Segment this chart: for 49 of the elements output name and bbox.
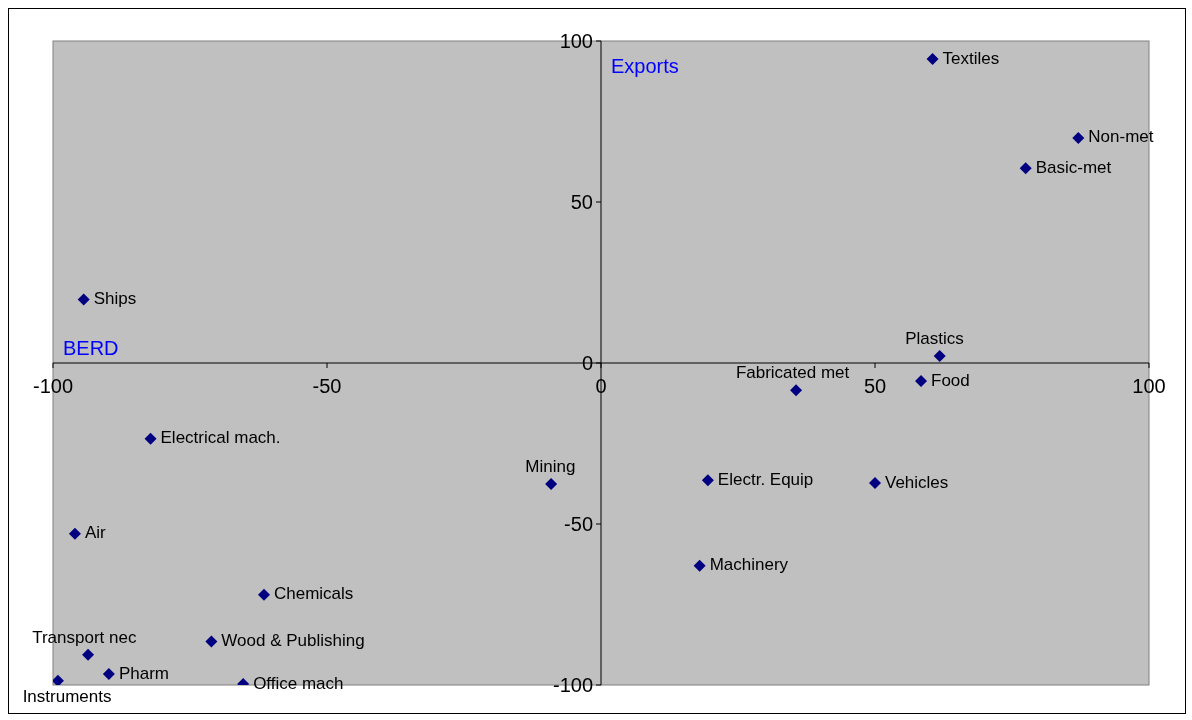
- annotation: Electr. Equip: [717, 469, 814, 489]
- point: [102, 668, 115, 681]
- annotation: Ships: [93, 289, 137, 309]
- annotation: Wood & Publishing: [221, 631, 365, 651]
- annotation: Non-met: [1088, 127, 1154, 147]
- point: [68, 527, 81, 540]
- point: [82, 648, 95, 661]
- point: [915, 375, 928, 388]
- annotation: Plastics: [905, 328, 964, 348]
- y-axis-title: Exports: [611, 55, 679, 77]
- point: [701, 474, 714, 487]
- point: [1072, 131, 1085, 144]
- x-tick-label: -100: [32, 375, 74, 397]
- x-tick-label: -50: [312, 375, 342, 397]
- point: [869, 477, 881, 490]
- annotation: Basic-met: [1035, 157, 1112, 177]
- annotation: Chemicals: [273, 584, 354, 604]
- point: [926, 53, 939, 66]
- annotation: Office mach: [253, 673, 344, 693]
- annotation: Fabricated met: [735, 363, 850, 383]
- point: [933, 349, 946, 362]
- point: [53, 674, 64, 685]
- y-tick-label: -50: [564, 513, 593, 535]
- y-tick-label: 100: [559, 30, 593, 52]
- x-tick-label: 50: [863, 375, 887, 397]
- point: [545, 478, 558, 491]
- annotation: Vehicles: [885, 472, 949, 492]
- annotation: Food: [931, 370, 970, 390]
- annotation: Electrical mach.: [160, 428, 281, 448]
- point: [144, 432, 157, 445]
- y-tick-label: 0: [581, 352, 593, 374]
- x-tick-label: 100: [1132, 375, 1166, 397]
- x-axis-title: BERD: [63, 337, 119, 359]
- point: [257, 588, 270, 601]
- point: [205, 635, 218, 648]
- point: [1019, 162, 1032, 175]
- y-tick-label: -100: [552, 674, 593, 696]
- annotation: Air: [84, 523, 107, 543]
- annotation: Transport nec: [32, 627, 137, 647]
- point: [790, 384, 803, 397]
- annotation: Machinery: [709, 555, 789, 575]
- annotation: Instruments: [22, 686, 112, 706]
- point: [693, 559, 706, 572]
- annotation: Mining: [525, 457, 576, 477]
- annotation: Pharm: [118, 663, 169, 683]
- y-tick-label: 50: [570, 191, 593, 213]
- x-tick-label: 0: [595, 375, 607, 397]
- point: [77, 293, 90, 306]
- annotation: Textiles: [942, 48, 1000, 68]
